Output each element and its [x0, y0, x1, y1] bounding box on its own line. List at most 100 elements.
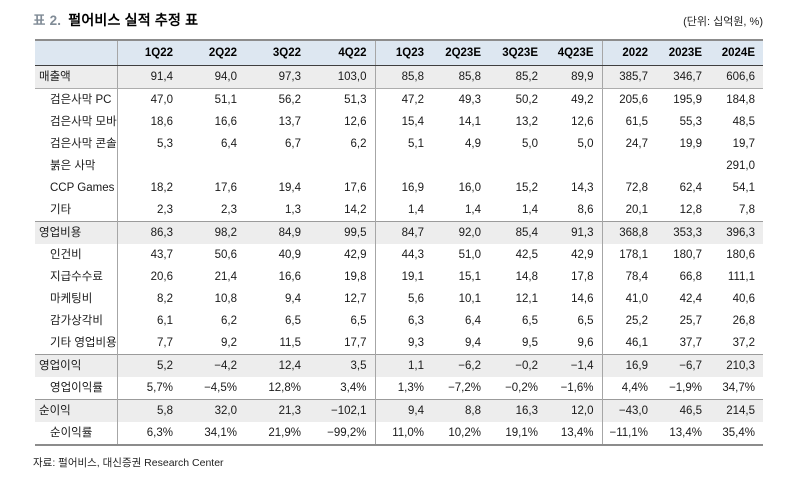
cell: 61,5	[601, 111, 656, 133]
cell: −99,2%	[327, 427, 367, 439]
cell: 12,8%	[268, 382, 301, 394]
cell: 17,8	[571, 271, 594, 283]
cell: 99,5	[309, 221, 375, 244]
cell: 5,6	[374, 288, 432, 310]
cell: 11,0%	[374, 422, 432, 445]
cell: 6,2	[221, 315, 237, 327]
cell: 86,3	[116, 221, 181, 244]
cell: 18,2	[116, 177, 181, 199]
cell: 1,3%	[374, 377, 432, 400]
cell: 15,2	[515, 182, 538, 194]
cell: 180,6	[726, 249, 755, 261]
cell: 9,4	[285, 293, 301, 305]
column-header: 2Q23E	[432, 40, 489, 66]
cell: 14,1	[458, 116, 481, 128]
table-row: 감가상각비 6,1 6,2 6,5 6,5 6,3 6,4 6,5 6,5 25,2 25,7 26,…	[35, 310, 763, 332]
cell: 6,3	[374, 310, 432, 332]
cell: −11,1%	[601, 422, 656, 445]
cell: 85,2	[489, 65, 546, 89]
cell: 6,1	[116, 310, 181, 332]
cell: 43,7	[116, 244, 181, 266]
table-row: 순이익 5,8 32,0 21,3 −102,1 9,4 8,8 16,3 12,0 −43,0 4…	[35, 399, 763, 422]
table-row: 매출액 91,4 94,0 97,3 103,0 85,8 85,8 85,2 89,9 385,…	[35, 65, 763, 89]
cell: 12,0	[546, 399, 602, 422]
column-header: 3Q22	[245, 40, 309, 66]
cell: 103,0	[309, 65, 375, 89]
cell: 37,2	[732, 337, 755, 349]
cell: 6,7	[285, 138, 301, 150]
cell: 2,3	[116, 199, 181, 222]
column-header: 2024E	[710, 40, 763, 66]
cell: 385,7	[601, 65, 656, 89]
cell: 1,4	[374, 199, 432, 222]
table-row: 마케팅비 8,2 10,8 9,4 12,7 5,6 10,1 12,1 14,6 41,0 42,…	[35, 288, 763, 310]
cell: 195,9	[673, 94, 702, 106]
earnings-estimate-table: 1Q22 2Q22 3Q22 4Q22 1Q23 2Q23E 3Q23E 4Q23E 2022 2…	[35, 39, 763, 446]
table-row: 지급수수료 20,6 21,4 16,6 19,8 19,1 15,1 14,8 17,8 78,…	[35, 266, 763, 288]
cell: −6,2	[432, 354, 489, 377]
column-header: 3Q23E	[489, 40, 546, 66]
cell: 14,3	[571, 182, 594, 194]
cell: 89,9	[546, 65, 602, 89]
column-header: 1Q22	[116, 40, 181, 66]
cell: 16,9	[601, 354, 656, 377]
cell: 19,1	[374, 266, 432, 288]
cell: 44,3	[374, 244, 432, 266]
cell: 6,2	[350, 138, 367, 150]
cell: 353,3	[656, 221, 710, 244]
row-label: 영업이익	[35, 354, 117, 377]
source-note: 자료: 펄어비스, 대신증권 Research Center	[33, 457, 224, 469]
cell: 21,4	[214, 271, 237, 283]
cell: 21,9%	[268, 427, 301, 439]
cell: 50,2	[515, 94, 538, 106]
row-label-column-header	[35, 40, 117, 66]
cell: 94,0	[181, 65, 245, 89]
cell: 606,6	[710, 65, 763, 89]
row-label: 순이익률	[50, 427, 93, 439]
table-row: CCP Games 18,2 17,6 19,4 17,6 16,9 16,0 15,2 14,…	[35, 177, 763, 199]
cell: 2,3	[221, 204, 237, 216]
cell: 12,4	[245, 354, 309, 377]
cell: 78,4	[601, 266, 656, 288]
row-label: 감가상각비	[50, 315, 103, 327]
row-label: 영업비용	[35, 221, 117, 244]
cell: 6,4	[465, 315, 481, 327]
cell	[489, 155, 546, 177]
cell: 16,0	[458, 182, 481, 194]
cell: 4,9	[465, 138, 481, 150]
cell: 10,1	[458, 293, 481, 305]
cell: 5,3	[116, 133, 181, 155]
cell: 16,9	[374, 177, 432, 199]
cell: 396,3	[710, 221, 763, 244]
cell: −4,5%	[204, 382, 237, 394]
cell: 72,8	[601, 177, 656, 199]
cell: 19,1%	[505, 427, 538, 439]
cell: 210,3	[710, 354, 763, 377]
cell: −1,6%	[560, 382, 594, 394]
cell: 9,2	[221, 337, 237, 349]
cell: −0,2%	[505, 382, 538, 394]
cell: 13,4%	[560, 427, 594, 439]
cell: 25,2	[601, 310, 656, 332]
cell: 46,1	[601, 332, 656, 355]
cell	[601, 155, 656, 177]
cell: 84,9	[245, 221, 309, 244]
cell: 7,7	[116, 332, 181, 355]
cell: 9,4	[465, 337, 481, 349]
cell: 91,4	[116, 65, 181, 89]
cell: 42,4	[679, 293, 702, 305]
cell: 205,6	[601, 88, 656, 111]
cell: 41,0	[601, 288, 656, 310]
cell: 180,7	[673, 249, 702, 261]
cell: 6,5	[350, 315, 367, 327]
cell: 178,1	[601, 244, 656, 266]
cell: 34,7%	[722, 382, 755, 394]
table-row: 기타 2,3 2,3 1,3 14,2 1,4 1,4 1,4 8,6 20,1 12,8 7,8	[35, 199, 763, 222]
cell: −1,9%	[669, 382, 702, 394]
cell: −43,0	[601, 399, 656, 422]
cell: 12,7	[344, 293, 367, 305]
cell: 26,8	[732, 315, 755, 327]
cell: 19,8	[344, 271, 367, 283]
cell: 5,1	[374, 133, 432, 155]
row-label: 지급수수료	[50, 271, 103, 283]
